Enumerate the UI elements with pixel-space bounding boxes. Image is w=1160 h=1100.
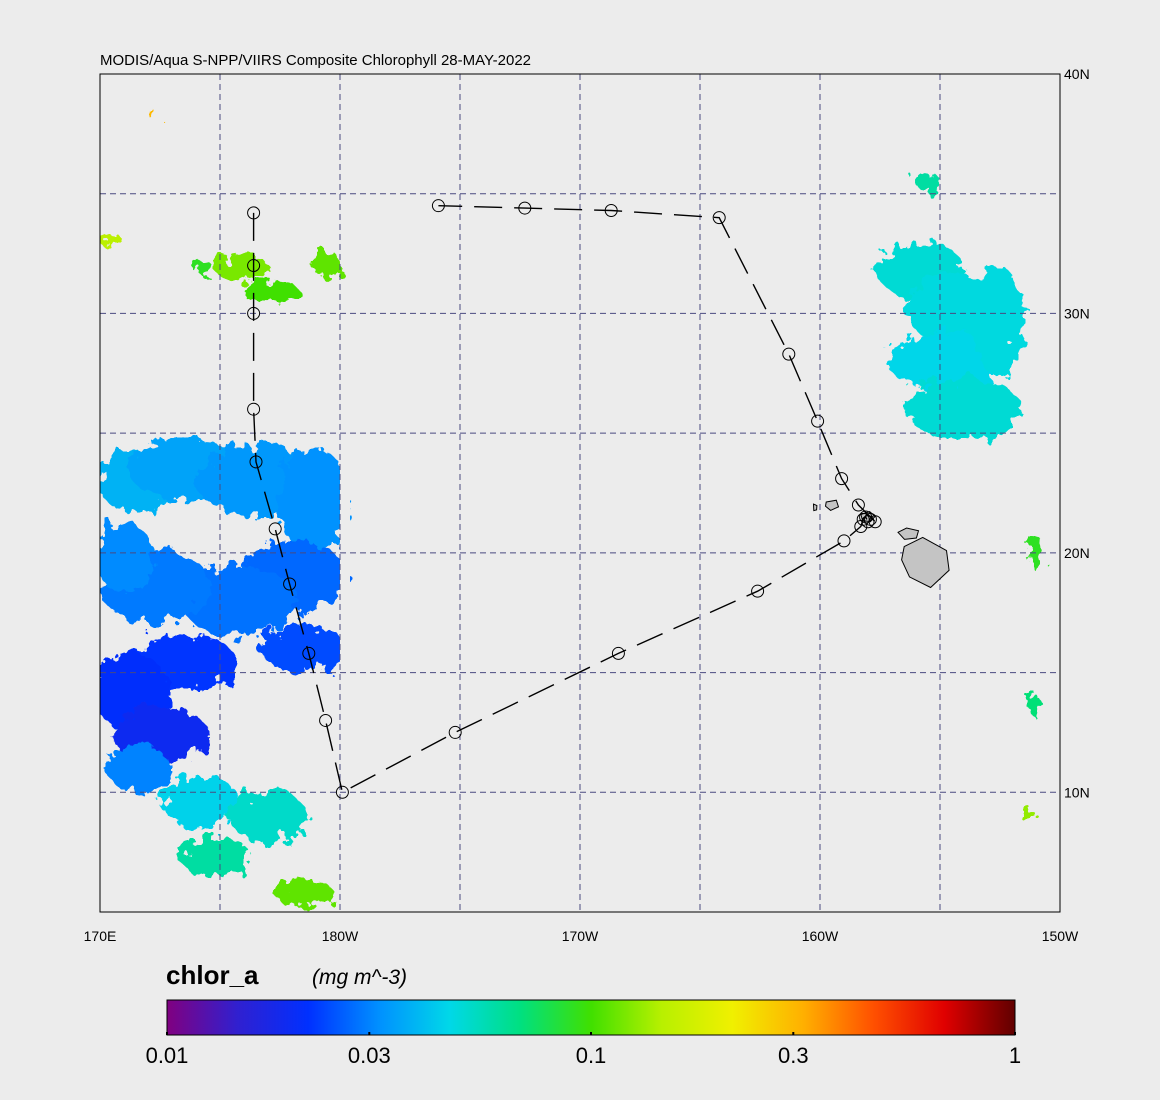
island-niihau (812, 503, 818, 512)
map-frame-border (99, 73, 1061, 913)
chlorophyll-patch (275, 878, 333, 908)
cruise-track (247, 199, 882, 799)
station-marker (247, 306, 261, 320)
colorbar-tick-label: 0.3 (778, 1043, 809, 1068)
chlorophyll-patch (181, 564, 297, 637)
station-marker (249, 455, 263, 469)
chlorophyll-patch (1021, 809, 1036, 824)
station-marker (268, 522, 282, 536)
chlorophyll-patch (229, 789, 307, 843)
latitude-tick-labels: 40N 30N 20N 10N (1064, 66, 1090, 800)
colorbar-tick-label: 0.01 (146, 1043, 189, 1068)
x-tick-label: 180W (322, 928, 359, 944)
x-tick-label: 150W (1042, 928, 1079, 944)
station-marker (247, 206, 261, 220)
island-kauai (824, 499, 840, 511)
station-marker (302, 646, 316, 660)
y-tick-label: 20N (1064, 545, 1090, 561)
chlorophyll-patch (311, 249, 340, 277)
y-tick-label: 40N (1064, 66, 1090, 82)
island-hawaii (901, 536, 950, 589)
station-marker (335, 785, 349, 799)
y-tick-label: 10N (1064, 784, 1090, 800)
colorbar-tick-label: 1 (1009, 1043, 1021, 1068)
station-marker (431, 199, 445, 213)
station-marker (319, 713, 333, 727)
colorbar-variable: chlor_a (166, 960, 259, 990)
map-title: MODIS/Aqua S-NPP/VIIRS Composite Chlorop… (100, 52, 531, 69)
chlorophyll-patch (971, 265, 1024, 376)
station-marker (611, 646, 625, 660)
chlorophyll-patch (148, 111, 158, 118)
chlorophyll-data-layer (100, 111, 1045, 908)
y-tick-label: 30N (1064, 305, 1090, 321)
colorbar-gradient (166, 999, 1016, 1036)
chlorophyll-patch (162, 775, 240, 829)
colorbar-units: (mg m^-3) (312, 966, 407, 989)
longitude-tick-labels: 170E 180W 170W 160W 150W (84, 928, 1079, 944)
station-marker (283, 577, 297, 591)
chlorophyll-patch (179, 837, 252, 877)
chlorophyll-patch (906, 378, 1022, 441)
station-marker (448, 725, 462, 739)
chlorophyll-patch (191, 258, 211, 273)
colorbar-tick-label: 0.03 (348, 1043, 391, 1068)
chlorophyll-patch (260, 624, 348, 673)
chlorophyll-patch (107, 744, 170, 793)
station-marker (712, 211, 726, 225)
chlorophyll-patch (215, 253, 268, 283)
chlorophyll-patch (100, 233, 122, 246)
station-marker (835, 472, 849, 486)
chlorophyll-patch (1028, 691, 1039, 716)
station-marker (247, 259, 261, 273)
colorbar-tick-label: 0.1 (576, 1043, 607, 1068)
chlorophyll-patch (241, 281, 300, 303)
chlorophyll-patch (916, 172, 940, 192)
chlorophyll-patch (277, 447, 350, 553)
chlorophyll-patch (100, 521, 153, 594)
station-marker (751, 584, 765, 598)
cruise-track-line (252, 205, 876, 794)
station-marker (861, 515, 875, 529)
station-marker (851, 498, 865, 512)
island-maui (897, 527, 920, 540)
station-marker (811, 414, 825, 428)
station-marker (518, 201, 532, 215)
x-tick-label: 160W (802, 928, 839, 944)
station-marker (782, 347, 796, 361)
station-marker (247, 402, 261, 416)
colorbar-ticks: 0.01 0.03 0.1 0.3 1 (146, 1032, 1021, 1068)
station-marker (837, 534, 851, 548)
x-tick-label: 170W (562, 928, 599, 944)
station-marker (604, 203, 618, 217)
station-marker (868, 515, 882, 529)
x-tick-label: 170E (84, 928, 117, 944)
